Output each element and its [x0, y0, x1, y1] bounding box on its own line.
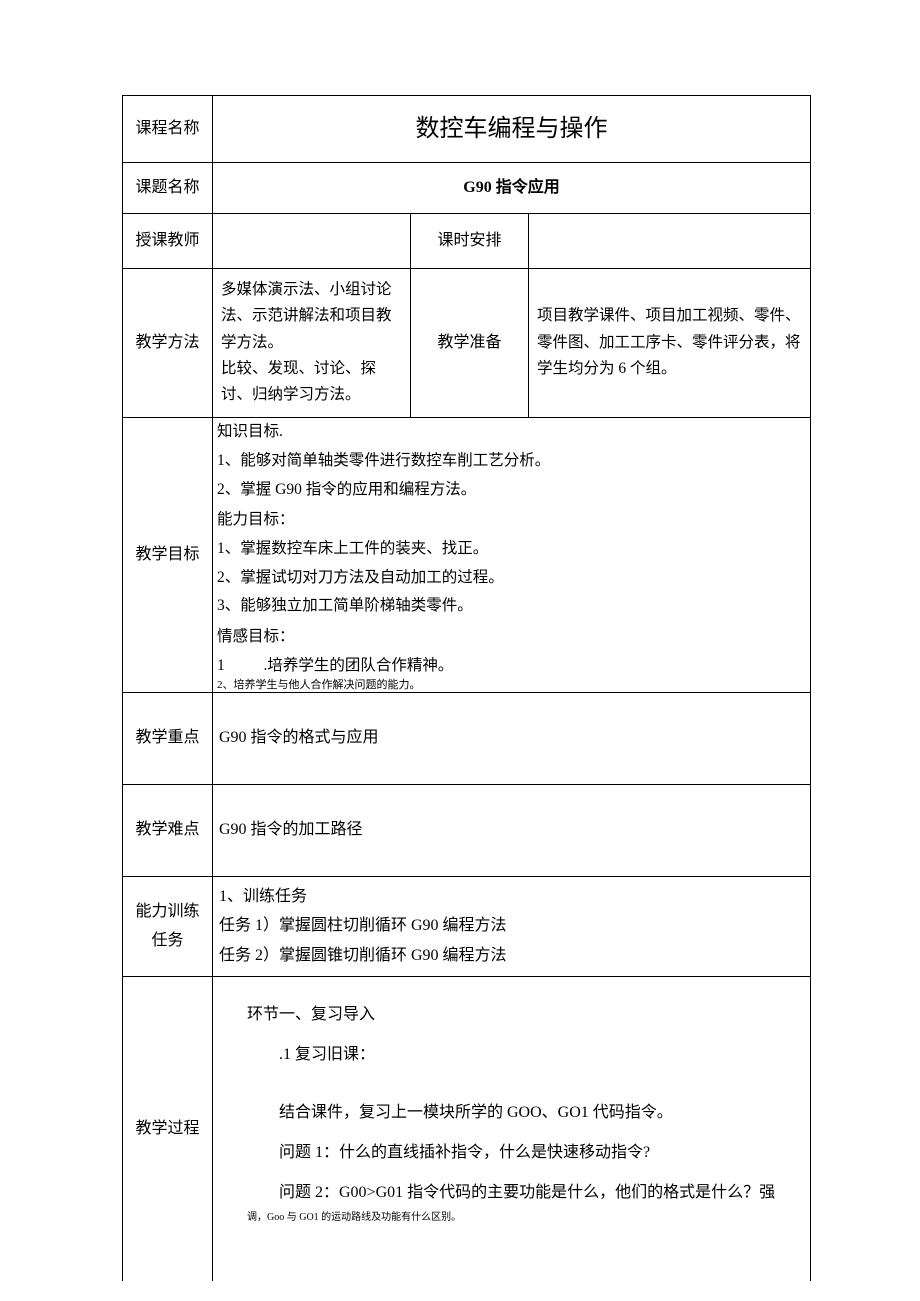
value-difficulty: G90 指令的加工路径 — [213, 784, 811, 876]
row-focus: 教学重点 G90 指令的格式与应用 — [123, 692, 811, 784]
goal-emotion-1: 1 .培养学生的团队合作精神。 — [217, 652, 806, 681]
value-hours — [529, 213, 811, 268]
goal-ability-3: 3、能够独立加工简单阶梯轴类零件。 — [217, 592, 806, 621]
label-prep: 教学准备 — [411, 268, 529, 417]
lesson-plan-table: 课程名称 数控车编程与操作 课题名称 G90 指令应用 授课教师 课时安排 教学… — [122, 95, 811, 1281]
row-process: 教学过程 环节一、复习导入 .1 复习旧课： 结合课件，复习上一模块所学的 GO… — [123, 976, 811, 1281]
row-goal: 教学目标 知识目标. 1、能够对简单轴类零件进行数控车削工艺分析。 2、掌握 G… — [123, 417, 811, 692]
row-training: 能力训练任务 1、训练任务 任务 1）掌握圆柱切削循环 G90 编程方法 任务 … — [123, 876, 811, 976]
process-p3: 问题 2：G00>G01 指令代码的主要功能是什么，他们的格式是什么？强 — [247, 1173, 792, 1213]
label-course-name: 课程名称 — [123, 96, 213, 163]
label-teacher: 授课教师 — [123, 213, 213, 268]
goal-ability-2: 2、掌握试切对刀方法及自动加工的过程。 — [217, 564, 806, 593]
method-text: 多媒体演示法、小组讨论法、示范讲解法和项目教学方法。 比较、发现、讨论、探讨、归… — [221, 281, 392, 403]
row-course-name: 课程名称 数控车编程与操作 — [123, 96, 811, 163]
label-focus: 教学重点 — [123, 692, 213, 784]
goal-ability-1: 1、掌握数控车床上工件的装夹、找正。 — [217, 535, 806, 564]
goal-knowledge-title: 知识目标. — [217, 418, 806, 447]
process-h1: 环节一、复习导入 — [247, 995, 792, 1035]
train-line3: 任务 2）掌握圆锥切削循环 G90 编程方法 — [219, 941, 804, 971]
value-focus: G90 指令的格式与应用 — [213, 692, 811, 784]
label-topic-name: 课题名称 — [123, 163, 213, 214]
process-p4-cut: 调，Goo 与 GO1 的运动路线及功能有什么区别。 — [247, 1213, 792, 1223]
process-p1: 结合课件，复习上一模块所学的 GOO、GO1 代码指令。 — [247, 1093, 792, 1133]
goal-ability-title: 能力目标： — [217, 506, 806, 535]
train-line2: 任务 1）掌握圆柱切削循环 G90 编程方法 — [219, 911, 804, 941]
value-method: 多媒体演示法、小组讨论法、示范讲解法和项目教学方法。 比较、发现、讨论、探讨、归… — [213, 268, 411, 417]
label-hours: 课时安排 — [411, 213, 529, 268]
row-method: 教学方法 多媒体演示法、小组讨论法、示范讲解法和项目教学方法。 比较、发现、讨论… — [123, 268, 811, 417]
label-difficulty: 教学难点 — [123, 784, 213, 876]
label-process: 教学过程 — [123, 976, 213, 1281]
train-line1: 1、训练任务 — [219, 882, 804, 912]
value-training: 1、训练任务 任务 1）掌握圆柱切削循环 G90 编程方法 任务 2）掌握圆锥切… — [213, 876, 811, 976]
process-sub1: .1 复习旧课： — [247, 1035, 792, 1075]
label-training: 能力训练任务 — [123, 876, 213, 976]
value-process: 环节一、复习导入 .1 复习旧课： 结合课件，复习上一模块所学的 GOO、GO1… — [213, 976, 811, 1281]
value-goal: 知识目标. 1、能够对简单轴类零件进行数控车削工艺分析。 2、掌握 G90 指令… — [213, 417, 811, 692]
value-topic-name: G90 指令应用 — [213, 163, 811, 214]
row-difficulty: 教学难点 G90 指令的加工路径 — [123, 784, 811, 876]
process-p2: 问题 1：什么的直线插补指令，什么是快速移动指令? — [247, 1133, 792, 1173]
label-goal: 教学目标 — [123, 417, 213, 692]
label-method: 教学方法 — [123, 268, 213, 417]
value-prep: 项目教学课件、项目加工视频、零件、零件图、加工工序卡、零件评分表，将学生均分为 … — [529, 268, 811, 417]
value-teacher — [213, 213, 411, 268]
goal-emotion-2-cut: 2、培养学生与他人合作解决问题的能力。 — [217, 680, 806, 691]
value-course-name: 数控车编程与操作 — [213, 96, 811, 163]
row-teacher: 授课教师 课时安排 — [123, 213, 811, 268]
goal-knowledge-1: 1、能够对简单轴类零件进行数控车削工艺分析。 — [217, 447, 806, 476]
goal-knowledge-2: 2、掌握 G90 指令的应用和编程方法。 — [217, 476, 806, 505]
row-topic-name: 课题名称 G90 指令应用 — [123, 163, 811, 214]
goal-emotion-title: 情感目标： — [217, 623, 806, 652]
